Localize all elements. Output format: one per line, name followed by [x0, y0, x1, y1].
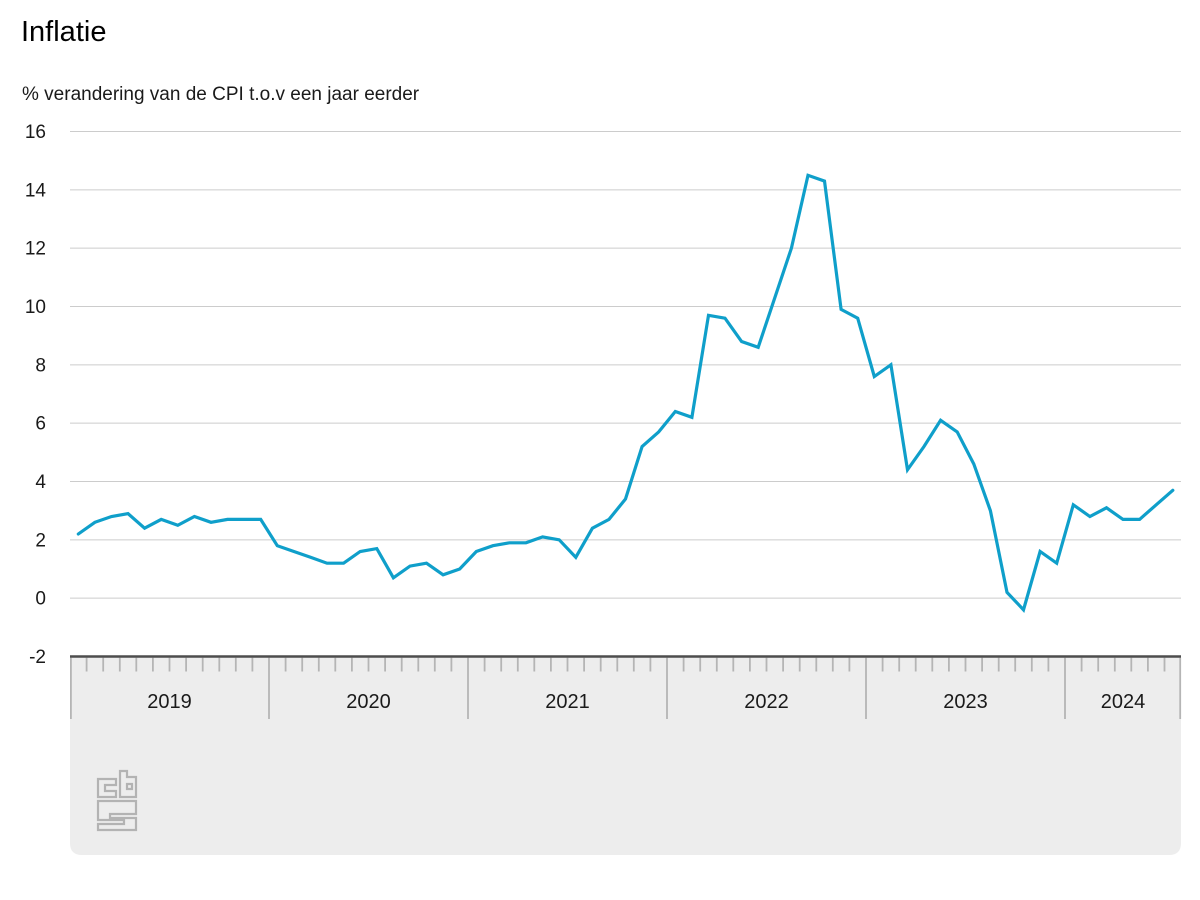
cbs-logo-letter-b-hole — [125, 782, 134, 791]
y-tick-label: 8 — [35, 355, 46, 376]
y-axis-labels: 16 14 12 10 8 6 4 2 0 -2 — [25, 122, 47, 668]
x-axis-month-ticks — [70, 657, 1182, 719]
x-axis-band — [70, 656, 1181, 855]
y-tick-label: 10 — [25, 297, 46, 318]
cbs-logo-letter-s — [96, 799, 138, 832]
x-axis-band-fill — [70, 656, 1181, 855]
year-label: 2019 — [147, 691, 192, 713]
chart-title: Inflatie — [21, 16, 107, 48]
year-label: 2021 — [545, 691, 590, 713]
y-tick-label: 14 — [25, 180, 47, 201]
year-label: 2020 — [346, 691, 391, 713]
gridlines — [70, 131, 1181, 599]
y-tick-label: 6 — [35, 414, 46, 435]
year-label: 2024 — [1101, 691, 1146, 713]
x-axis-year-labels: 2019 2020 2021 2022 2023 2024 — [147, 691, 1145, 713]
cbs-logo — [96, 769, 138, 832]
year-label: 2022 — [744, 691, 789, 713]
chart-subtitle: % verandering van de CPI t.o.v een jaar … — [22, 84, 420, 105]
y-tick-label: 0 — [35, 589, 46, 610]
cbs-logo-letter-b — [118, 769, 138, 799]
y-tick-label: 4 — [35, 472, 46, 493]
cbs-logo-letter-c — [96, 777, 118, 799]
year-label: 2023 — [943, 691, 988, 713]
y-tick-label: 2 — [35, 530, 46, 551]
y-tick-label: 16 — [25, 122, 46, 143]
inflation-series-line — [76, 173, 1175, 613]
y-tick-label: 12 — [25, 239, 46, 260]
y-tick-label: -2 — [29, 647, 46, 668]
